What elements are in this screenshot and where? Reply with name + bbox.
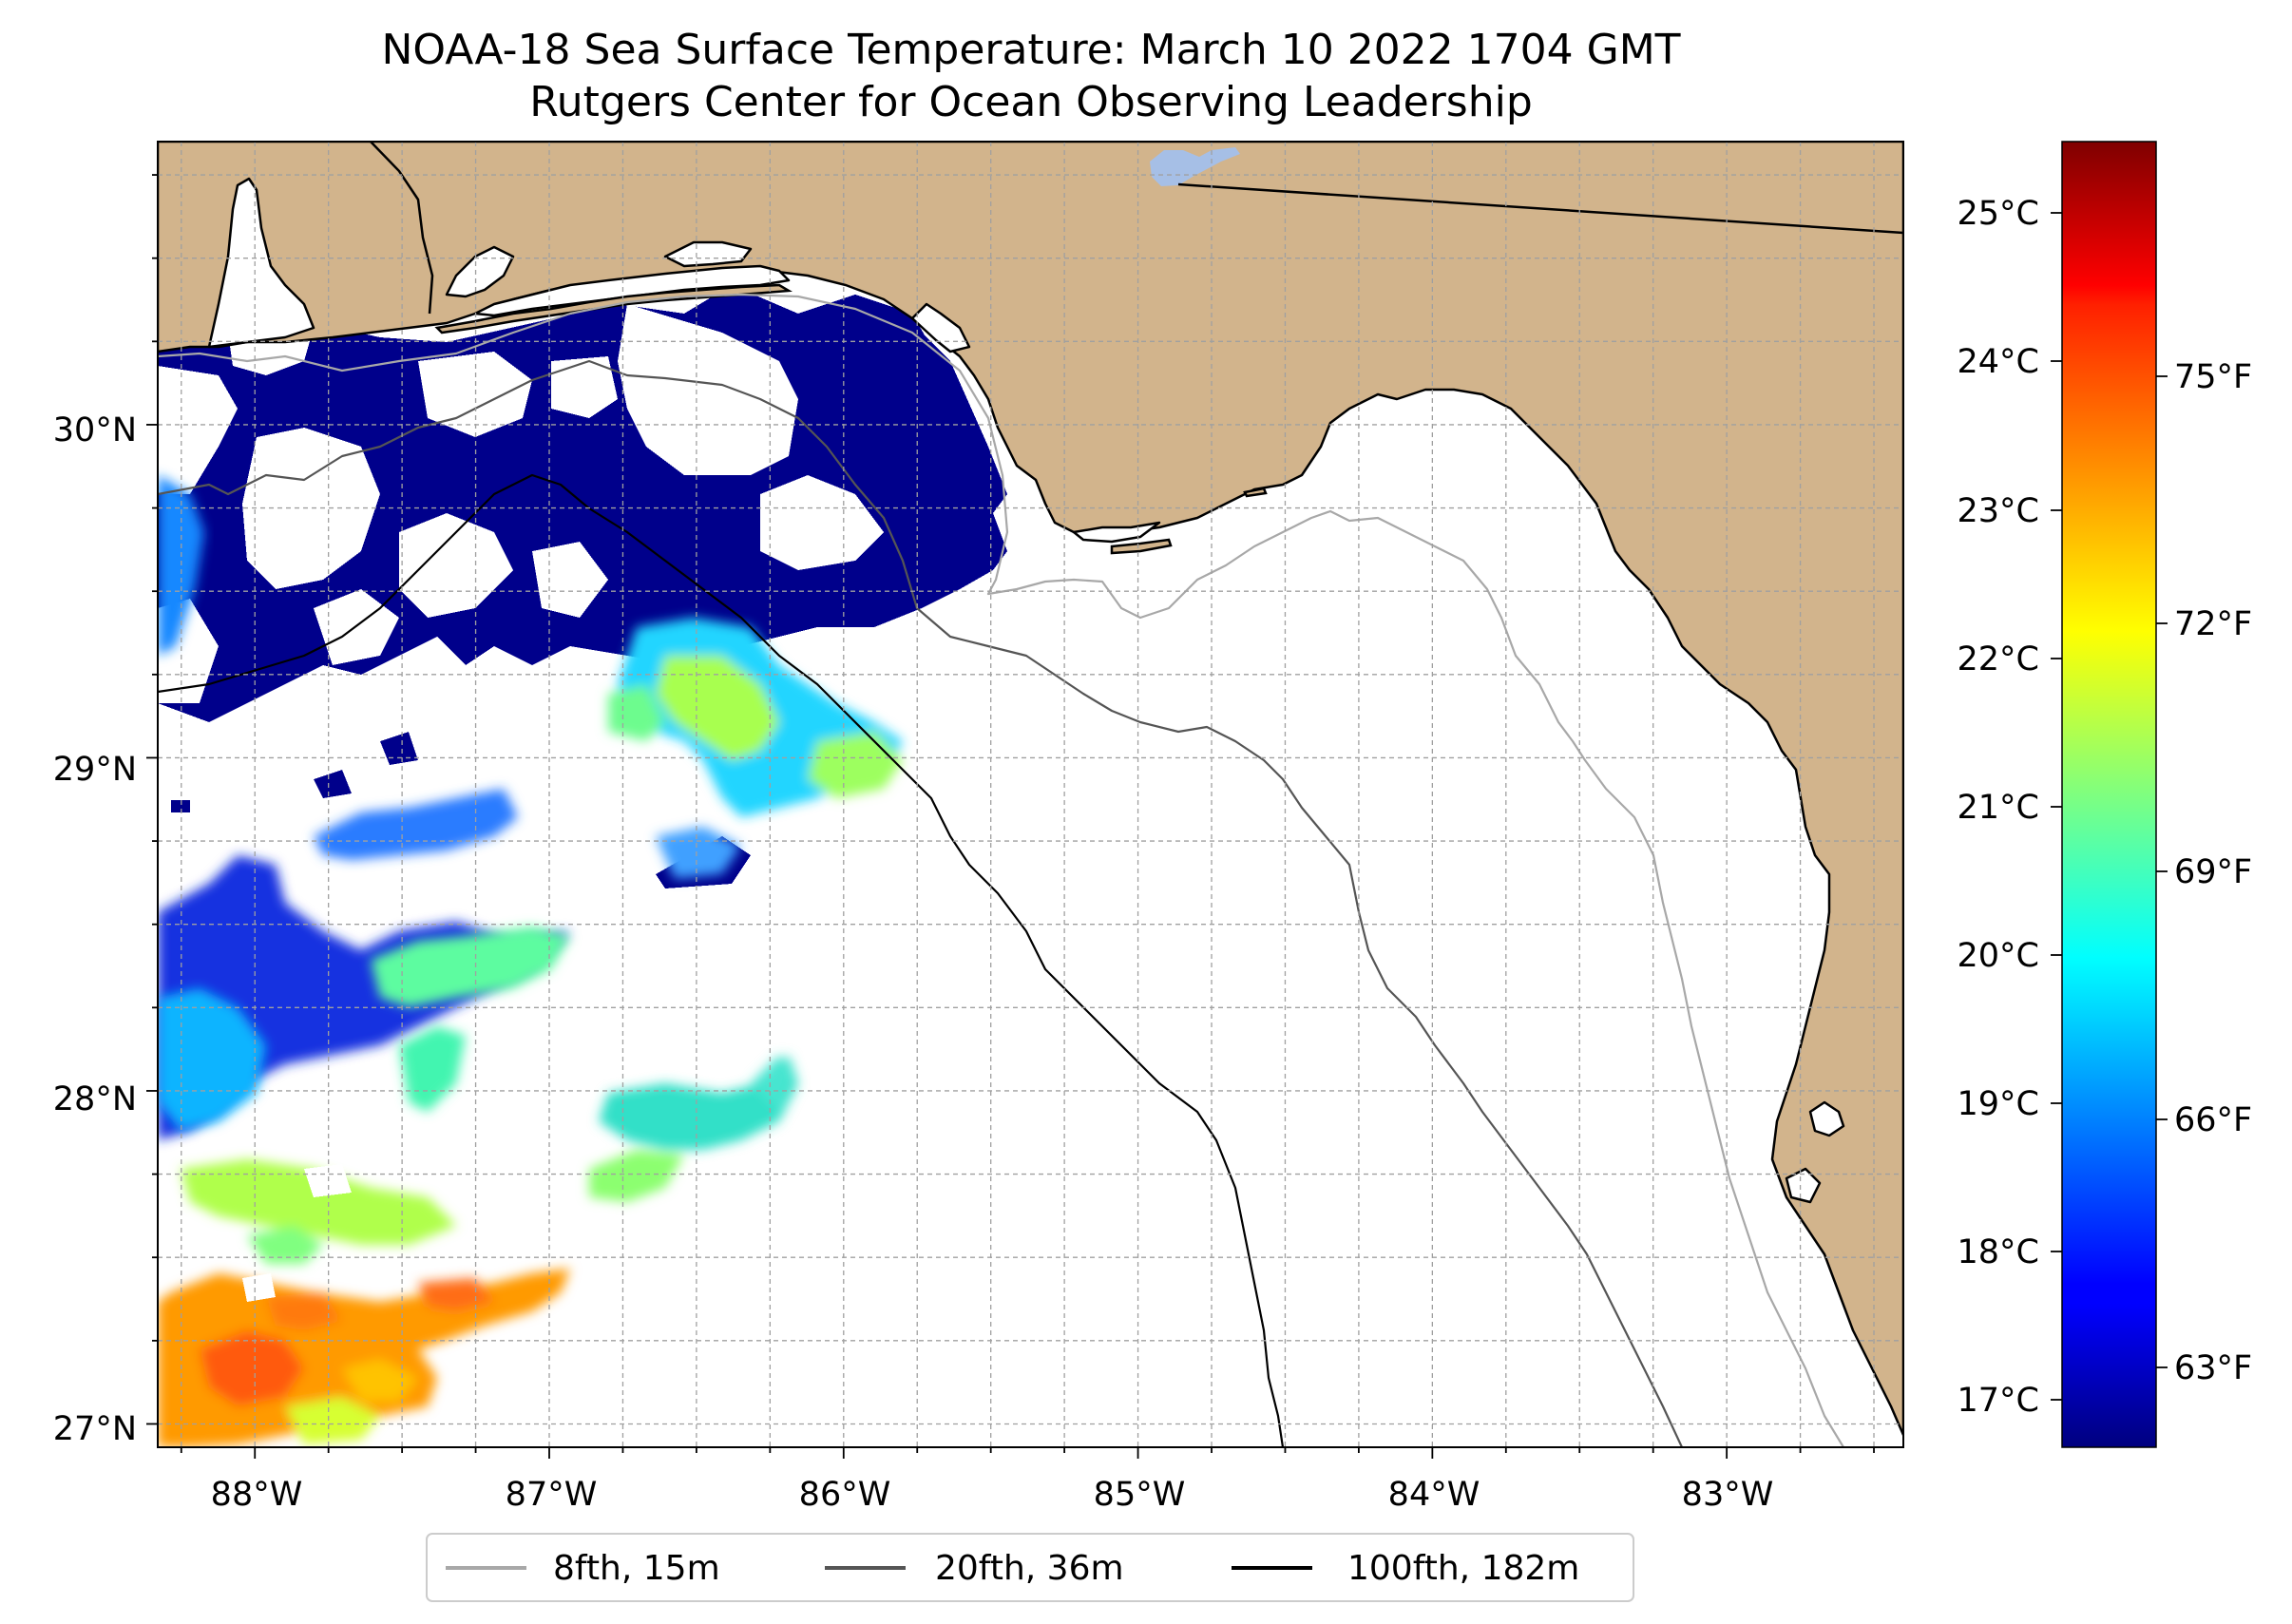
state-boundary [370,142,434,315]
lat-tick-label: 28°N [53,1080,137,1118]
sst-patch [418,1278,494,1311]
celsius-label: 17°C [1958,1382,2039,1420]
celsius-label: 24°C [1958,343,2039,381]
celsius-label: 25°C [1958,195,2039,233]
celsius-label: 22°C [1958,640,2039,678]
cloud-gap [618,304,798,475]
sst-patch [314,770,352,798]
lat-tick-label: 30°N [53,411,137,449]
sst-patch [817,323,1007,551]
lat-tick-labels: 30°N 29°N 28°N 27°N [53,411,137,1448]
lon-tick-label: 88°W [211,1476,303,1514]
lon-tick-label: 85°W [1094,1476,1186,1514]
contour-20fth [158,359,1683,1447]
cloud-gap [532,542,608,618]
bay [207,177,315,349]
map-area [158,142,1903,1447]
legend-item-100fth: 100fth, 182m [1232,1549,1579,1588]
legend-label: 20fth, 36m [935,1549,1124,1588]
sst-patch [599,1055,798,1150]
lon-tick-label: 87°W [506,1476,598,1514]
sst-patch [285,1397,380,1444]
cloud-gap [760,475,884,570]
sst-patch [266,1292,342,1330]
bay [473,264,791,317]
sst-patch [171,800,190,812]
map-title: NOAA-18 Sea Surface Temperature: March 1… [381,26,1680,74]
sst-patch [589,1150,684,1202]
lat-tick-label: 29°N [53,751,137,789]
legend-item-20fth: 20fth, 36m [825,1549,1124,1588]
sst-patch [656,656,779,760]
lon-tick-label: 83°W [1682,1476,1774,1514]
bay [445,245,515,298]
celsius-label: 21°C [1958,789,2039,827]
legend-item-8fth: 8fth, 15m [446,1549,720,1588]
celsius-label: 19°C [1958,1085,2039,1123]
sst-patch [656,827,741,879]
fahrenheit-label: 69°F [2174,853,2252,891]
contour-100fth [158,473,1285,1447]
land-layer [158,142,1903,1437]
map-ticks [146,174,1875,1459]
bay [910,302,971,353]
celsius-label: 18°C [1958,1233,2039,1271]
map-frame [157,141,1904,1448]
bathymetry-contours [158,293,1844,1447]
cloud-gap [158,366,238,494]
legend-label: 8fth, 15m [553,1549,720,1588]
celsius-label: 20°C [1958,937,2039,975]
bay [663,240,753,268]
celsius-label: 23°C [1958,492,2039,530]
sst-patch [371,927,570,1007]
colorbar-gradient [2061,141,2157,1448]
bay [1785,1167,1822,1204]
legend-box [426,1533,1634,1602]
state-boundary [1177,182,1903,235]
sst-patch [158,1269,570,1447]
lat-tick-label: 27°N [53,1410,137,1448]
lon-tick-labels: 88°W 87°W 86°W 85°W 84°W 83°W [211,1476,1774,1514]
gridlines [158,142,1903,1447]
fahrenheit-label: 75°F [2174,358,2252,396]
sst-patch [200,1330,304,1406]
cloud-gap [242,428,380,589]
lon-tick-label: 84°W [1388,1476,1480,1514]
fahrenheit-label: 66°F [2174,1101,2252,1139]
barrier-island [1243,487,1268,498]
bay [1808,1100,1845,1137]
sst-patch [181,1159,456,1245]
sst-patch [380,732,418,765]
cloud-gap [242,1273,276,1302]
colorbar: 25°C 24°C 23°C 22°C 21°C 20°C 19°C 18°C … [1958,141,2252,1448]
legend-label: 100fth, 182m [1347,1549,1579,1588]
fahrenheit-label: 72°F [2174,605,2252,643]
legend: 8fth, 15m 20fth, 36m 100fth, 182m [426,1533,1634,1602]
contour-8fth [158,293,1844,1447]
sst-patch [751,1055,793,1112]
lon-tick-label: 86°W [799,1476,891,1514]
sst-patch [314,789,518,860]
map-subtitle: Rutgers Center for Ocean Observing Leade… [529,78,1533,126]
sst-patch [808,732,903,798]
sst-patch [158,988,266,1131]
sst-patch [247,1226,323,1264]
cloud-gap [304,1164,352,1197]
barrier-island [1110,538,1173,555]
sst-patch [342,1359,418,1402]
cloud-gap [551,356,618,418]
lake [1150,147,1240,186]
colorbar-ticks [2051,212,2168,1401]
fahrenheit-label: 63°F [2174,1349,2252,1387]
